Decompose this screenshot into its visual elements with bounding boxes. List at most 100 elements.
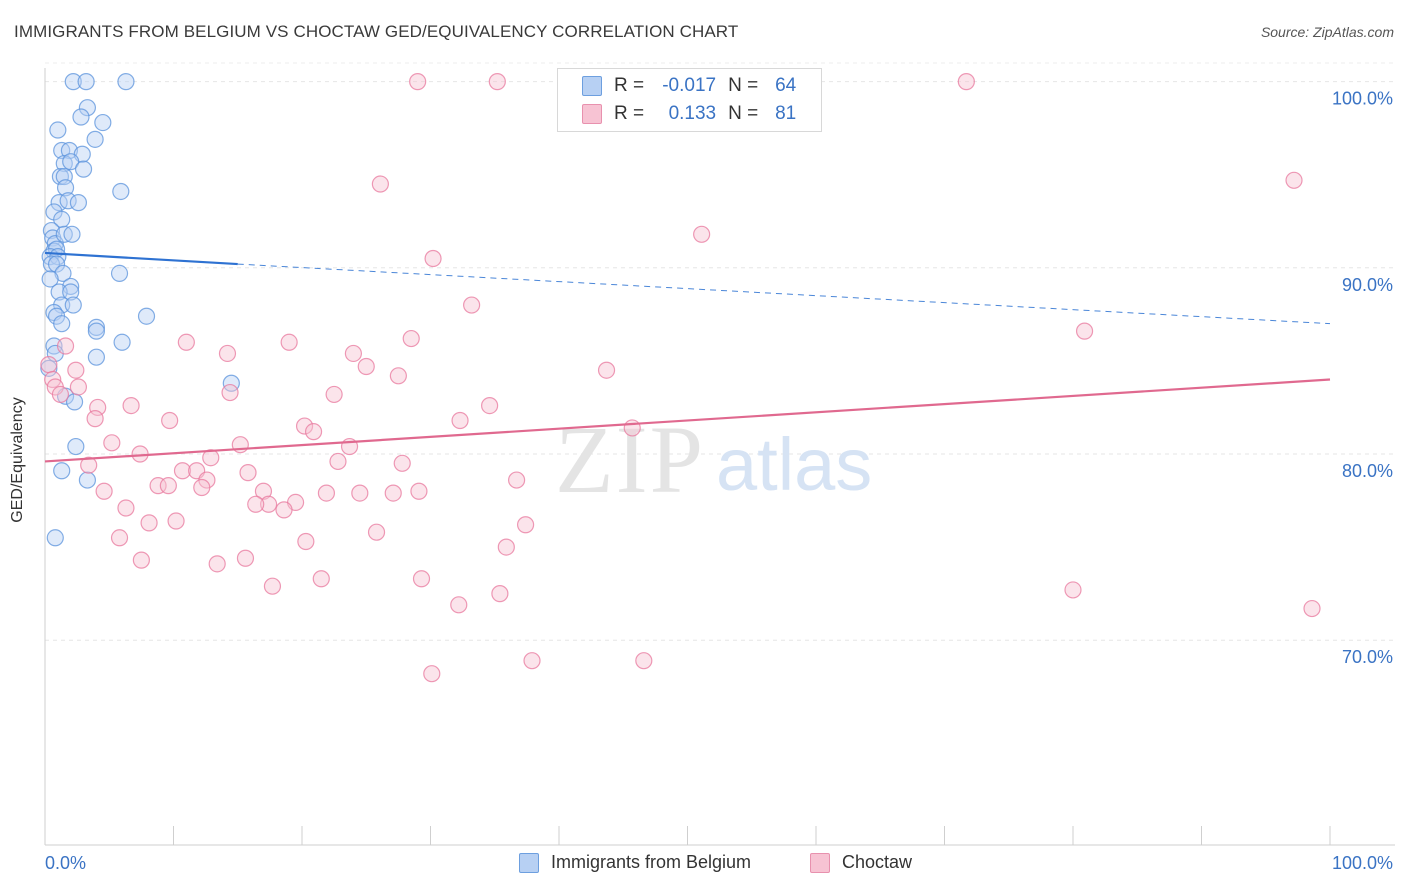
choctaw-point (193, 478, 211, 497)
belgium-point (67, 437, 85, 456)
choctaw-point (159, 477, 177, 495)
tick-labels: 70.0% 80.0% 90.0% 100.0% 0.0% 100.0% (45, 89, 1393, 873)
choctaw-point (259, 495, 278, 513)
choctaw-point (312, 570, 330, 588)
choctaw-point (516, 516, 535, 534)
choctaw-point (263, 577, 282, 595)
choctaw-point (86, 410, 104, 428)
choctaw-point (450, 596, 468, 614)
belgium-point (78, 99, 97, 117)
belgium-point (87, 322, 106, 340)
choctaw-point (132, 551, 150, 569)
choctaw-point (371, 175, 389, 193)
belgium-point (46, 529, 64, 547)
legend-item-belgium[interactable]: Immigrants from Belgium (519, 852, 751, 873)
axes (44, 68, 1395, 846)
belgium-point (117, 73, 135, 91)
legend-label-choctaw: Choctaw (842, 852, 913, 872)
belgium-point (49, 121, 67, 139)
belgium-point (53, 315, 71, 333)
r-label: R = (614, 75, 645, 96)
choctaw-point (481, 396, 499, 415)
choctaw-point (95, 482, 113, 500)
choctaw-point (1064, 581, 1082, 599)
belgium-point (53, 462, 71, 480)
belgium-point (77, 73, 95, 91)
choctaw-point (297, 532, 315, 551)
choctaw-point (103, 434, 121, 452)
stats-row-belgium: R = -0.017 N = 64 (582, 73, 796, 99)
belgium-point (78, 471, 97, 489)
y-tick-label: 100.0% (1332, 89, 1393, 109)
choctaw-point (463, 296, 481, 314)
belgium-point (110, 264, 129, 282)
chart-title: IMMIGRANTS FROM BELGIUM VS CHOCTAW GED/E… (14, 22, 739, 41)
choctaw-point (357, 357, 375, 376)
choctaw-point (1303, 599, 1321, 618)
r-value: 0.133 (668, 103, 717, 124)
choctaw-point (523, 652, 541, 670)
belgium-trend-line (44, 251, 238, 266)
watermark: ZIP atlas (555, 406, 872, 513)
choctaw-point (122, 396, 140, 415)
choctaw-point (254, 482, 273, 500)
belgium-point (42, 255, 61, 273)
y-tick-label: 70.0% (1342, 647, 1393, 667)
belgium-point (65, 393, 84, 411)
belgium-point (87, 348, 106, 366)
watermark-atlas: atlas (716, 423, 872, 506)
choctaw-point (410, 482, 428, 500)
choctaw-point (110, 529, 129, 547)
belgium-legend-swatch (519, 852, 539, 873)
belgium-point (113, 333, 131, 351)
choctaw-point (40, 356, 58, 374)
choctaw-point (344, 344, 362, 363)
belgium-point (47, 255, 66, 273)
belgium-point (137, 307, 156, 325)
belgium-point (40, 359, 58, 377)
belgium-point (51, 167, 70, 186)
choctaw-point (325, 385, 343, 404)
choctaw-point (1285, 171, 1303, 189)
choctaw-point (295, 417, 314, 435)
belgium-point (53, 210, 71, 228)
choctaw-point (208, 555, 226, 573)
belgium-point (64, 296, 82, 314)
choctaw-point (623, 419, 641, 437)
choctaw-point (402, 329, 420, 348)
n-value: 81 (775, 103, 797, 124)
belgium-point (69, 194, 88, 212)
choctaw-point (329, 452, 347, 471)
choctaw-point (351, 484, 369, 502)
belgium-point (54, 264, 72, 282)
choctaw-point (218, 344, 237, 363)
belgium-swatch (582, 76, 602, 96)
belgium-point (74, 160, 93, 178)
choctaw-point (384, 484, 402, 502)
choctaw-point (173, 462, 192, 480)
choctaw-point (280, 333, 298, 351)
belgium-point (86, 130, 104, 148)
choctaw-legend-swatch (810, 852, 830, 873)
choctaw-point (247, 495, 265, 513)
choctaw-point (56, 337, 75, 355)
choctaw-point (177, 333, 195, 351)
choctaw-point (497, 538, 515, 556)
legend-item-choctaw[interactable]: Choctaw (810, 852, 912, 873)
choctaw-point (693, 225, 711, 243)
belgium-point (87, 318, 106, 336)
belgium-point (55, 154, 73, 173)
y-axis-label: GED/Equivalency (9, 397, 26, 523)
choctaw-point (167, 512, 185, 530)
belgium-point (56, 179, 75, 197)
r-value: -0.017 (662, 75, 717, 96)
r-label: R = (614, 103, 645, 124)
n-label: N = (728, 103, 759, 124)
choctaw-point (221, 383, 239, 402)
choctaw-point (423, 665, 441, 683)
choctaw-point (89, 398, 107, 417)
choctaw-trend-line (44, 378, 1331, 463)
choctaw-point (389, 367, 407, 385)
choctaw-point (424, 249, 442, 268)
choctaw-point (69, 378, 88, 396)
